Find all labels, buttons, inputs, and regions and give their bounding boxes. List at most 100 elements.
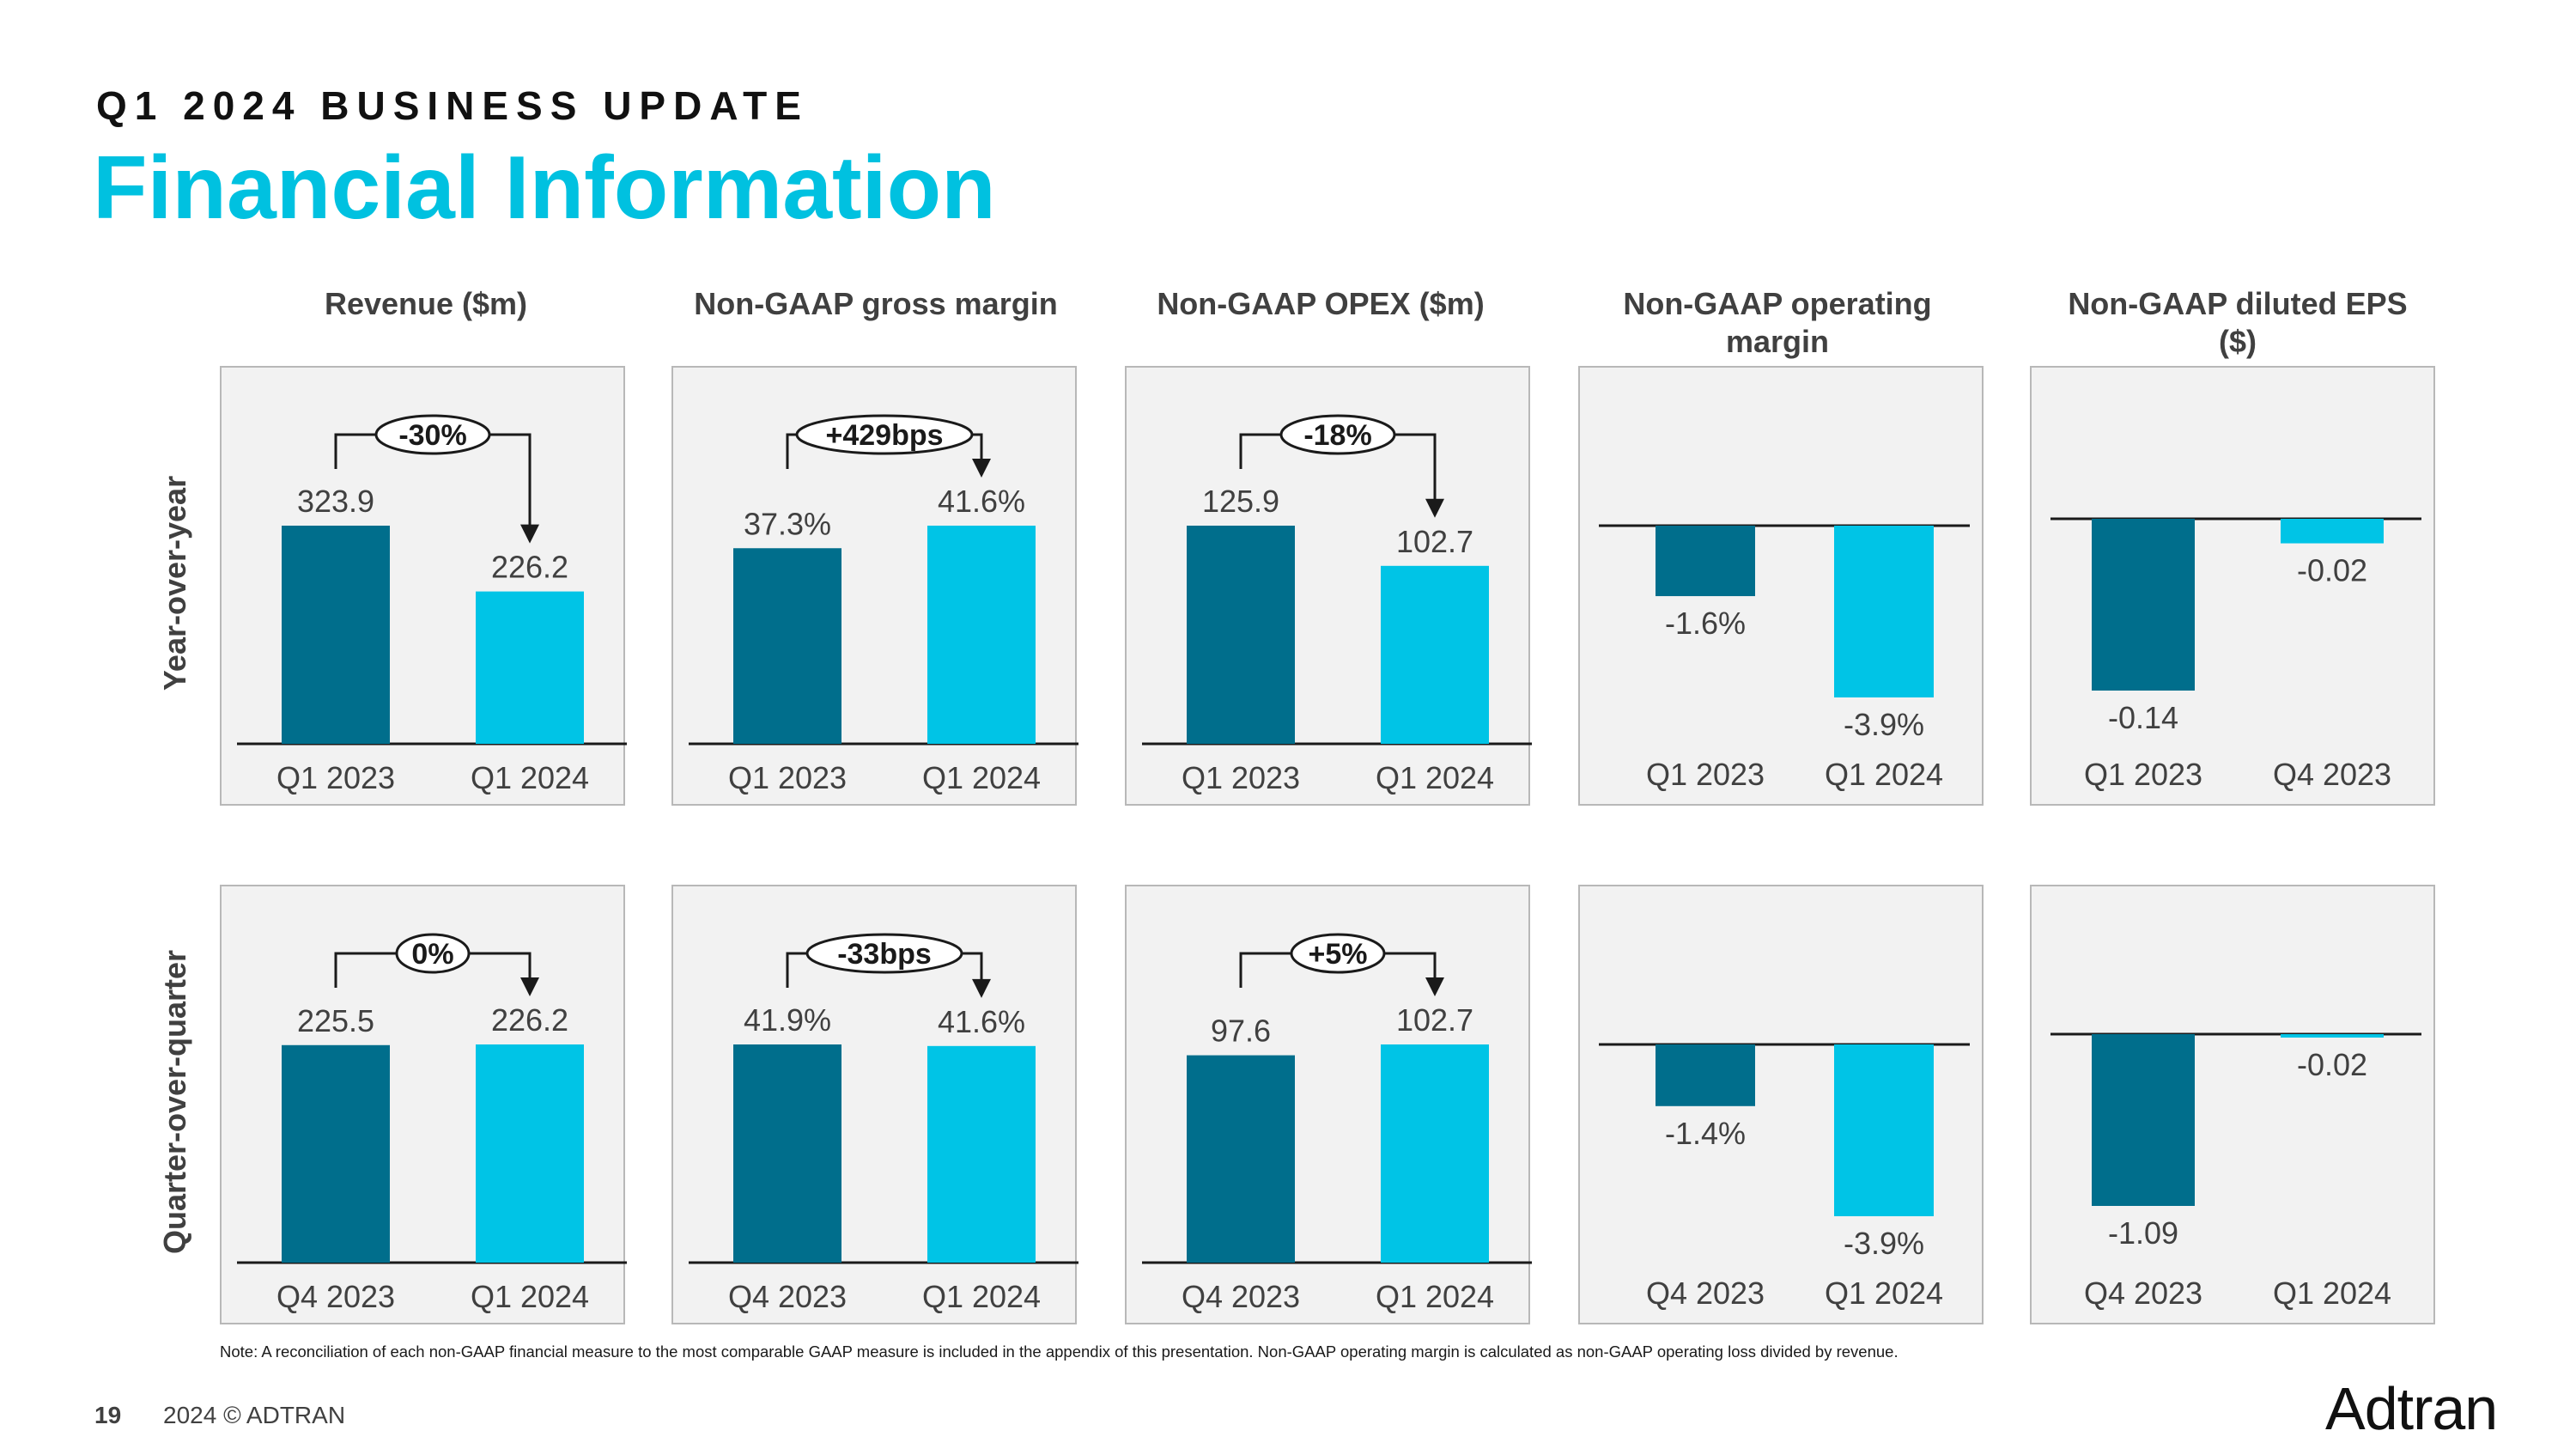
tick-label: Q1 2024 <box>922 1279 1041 1314</box>
chart-operating-margin-qoq: -1.4% Q4 2023 -3.9% Q1 2024 <box>1578 885 1984 1324</box>
chart-opex-yoy: 125.9 Q1 2023 102.7 Q1 2024 -18% <box>1125 366 1532 806</box>
bar <box>1381 1044 1489 1263</box>
arrow-head-icon <box>520 977 539 996</box>
tick-label: Q1 2023 <box>276 760 395 795</box>
chart-svg: 41.9% Q4 2023 41.6% Q1 2024 -33bps <box>689 933 1078 1314</box>
tick-label: Q4 2023 <box>276 1279 395 1314</box>
arrow-head-icon <box>972 978 991 998</box>
data-label: -0.02 <box>2297 1047 2367 1082</box>
chart-svg: 97.6 Q4 2023 102.7 Q1 2024 +5% <box>1142 933 1532 1314</box>
data-label: 226.2 <box>491 1002 568 1038</box>
data-label: 41.9% <box>744 1002 831 1038</box>
adtran-logo: Adtran <box>2325 1375 2498 1442</box>
tick-label: Q1 2024 <box>1376 760 1494 795</box>
change-badge <box>795 414 974 455</box>
change-badge <box>374 414 491 455</box>
bar <box>1187 526 1295 744</box>
tick-label: Q1 2023 <box>1182 760 1300 795</box>
change-label: +5% <box>1309 938 1368 971</box>
data-label: 102.7 <box>1396 1002 1473 1038</box>
change-label: -30% <box>398 419 466 452</box>
tick-label: Q1 2024 <box>2273 1275 2391 1311</box>
chart-svg: -1.09 Q4 2023 -0.02 Q1 2024 <box>2050 1032 2421 1311</box>
column-header-gross-margin: Non-GAAP gross margin <box>694 286 1058 321</box>
chart-operating-margin-yoy: -1.6% Q1 2023 -3.9% Q1 2024 <box>1578 366 1984 806</box>
chart-svg: -1.6% Q1 2023 -3.9% Q1 2024 <box>1599 524 1970 792</box>
bar <box>282 526 390 744</box>
copyright: 2024 © ADTRAN <box>163 1402 346 1428</box>
page-title: Financial Information <box>93 138 996 238</box>
chart-svg: 225.5 Q4 2023 226.2 Q1 2024 0% <box>237 933 627 1314</box>
arrow-head-icon <box>1425 498 1444 518</box>
chart-revenue-qoq: 225.5 Q4 2023 226.2 Q1 2024 0% <box>220 885 627 1324</box>
tick-label: Q1 2024 <box>1825 1275 1943 1311</box>
column-header-opex: Non-GAAP OPEX ($m) <box>1157 286 1485 321</box>
column-header-eps: Non-GAAP diluted EPS ($) <box>2068 286 2408 359</box>
bar <box>1834 526 1934 697</box>
data-label: -1.4% <box>1665 1116 1746 1151</box>
bar <box>927 526 1036 744</box>
tick-label: Q4 2023 <box>1646 1275 1765 1311</box>
change-label: 0% <box>411 938 453 971</box>
section-eyebrow: Q1 2024 BUSINESS UPDATE <box>96 83 809 128</box>
row-label-yoy: Year-over-year <box>157 475 192 691</box>
bar <box>282 1044 390 1263</box>
tick-label: Q1 2024 <box>922 760 1041 795</box>
chart-gross-margin-yoy: 37.3% Q1 2023 41.6% Q1 2024 +429bps <box>671 366 1078 806</box>
change-label: -18% <box>1303 419 1371 452</box>
chart-eps-yoy: -0.14 Q1 2023 -0.02 Q4 2023 <box>2030 366 2435 806</box>
bar <box>927 1045 1036 1263</box>
tick-label: Q4 2023 <box>2273 757 2391 792</box>
tick-label: Q1 2023 <box>728 760 847 795</box>
data-label: -3.9% <box>1844 707 1924 742</box>
data-label: -1.09 <box>2108 1215 2178 1251</box>
bar <box>476 591 584 744</box>
tick-label: Q1 2024 <box>1825 757 1943 792</box>
chart-gross-margin-qoq: 41.9% Q4 2023 41.6% Q1 2024 -33bps <box>671 885 1078 1324</box>
data-label: 41.6% <box>938 484 1025 519</box>
data-label: 37.3% <box>744 506 831 541</box>
data-label: -0.02 <box>2297 553 2367 588</box>
bar <box>2092 1034 2195 1206</box>
chart-svg: 37.3% Q1 2023 41.6% Q1 2024 +429bps <box>689 414 1078 795</box>
data-label: -0.14 <box>2108 700 2178 735</box>
data-label: 125.9 <box>1202 484 1279 519</box>
bar <box>1187 1055 1295 1263</box>
chart-svg: -1.4% Q4 2023 -3.9% Q1 2024 <box>1599 1043 1970 1311</box>
change-badge <box>1290 933 1386 974</box>
data-label: 41.6% <box>938 1004 1025 1039</box>
chart-svg: 125.9 Q1 2023 102.7 Q1 2024 -18% <box>1142 414 1532 795</box>
data-label: 226.2 <box>491 550 568 585</box>
column-header-revenue: Revenue ($m) <box>324 286 528 321</box>
chart-opex-qoq: 97.6 Q4 2023 102.7 Q1 2024 +5% <box>1125 885 1532 1324</box>
arrow-head-icon <box>520 524 539 544</box>
chart-svg: -0.14 Q1 2023 -0.02 Q4 2023 <box>2050 517 2421 792</box>
chart-revenue-yoy: 323.9 Q1 2023 226.2 Q1 2024 -30% <box>220 366 627 806</box>
arrow-head-icon <box>972 459 991 478</box>
tick-label: Q4 2023 <box>1182 1279 1300 1314</box>
change-label: -33bps <box>837 938 932 971</box>
bar <box>1381 565 1489 744</box>
bar <box>2092 519 2195 691</box>
data-label: -3.9% <box>1844 1226 1924 1261</box>
row-label-qoq: Quarter-over-quarter <box>157 949 192 1255</box>
tick-label: Q4 2023 <box>2084 1275 2202 1311</box>
change-badge <box>395 933 471 974</box>
footnote: Note: A reconciliation of each non-GAAP … <box>220 1342 1899 1361</box>
bar <box>2281 519 2384 544</box>
data-label: 225.5 <box>297 1003 374 1038</box>
data-label: 97.6 <box>1211 1014 1271 1049</box>
data-label: 102.7 <box>1396 524 1473 559</box>
tick-label: Q1 2024 <box>1376 1279 1494 1314</box>
bar <box>733 548 841 744</box>
chart-eps-qoq: -1.09 Q4 2023 -0.02 Q1 2024 <box>2030 885 2435 1324</box>
bar <box>476 1044 584 1263</box>
change-badge <box>1279 414 1396 455</box>
column-header-operating-margin: Non-GAAP operating margin <box>1623 286 1932 359</box>
bar <box>1656 526 1755 597</box>
page-number: 19 <box>94 1402 122 1428</box>
arrow-head-icon <box>1425 977 1444 996</box>
change-badge <box>805 933 963 974</box>
data-label: -1.6% <box>1665 606 1746 641</box>
tick-label: Q1 2023 <box>1646 757 1765 792</box>
